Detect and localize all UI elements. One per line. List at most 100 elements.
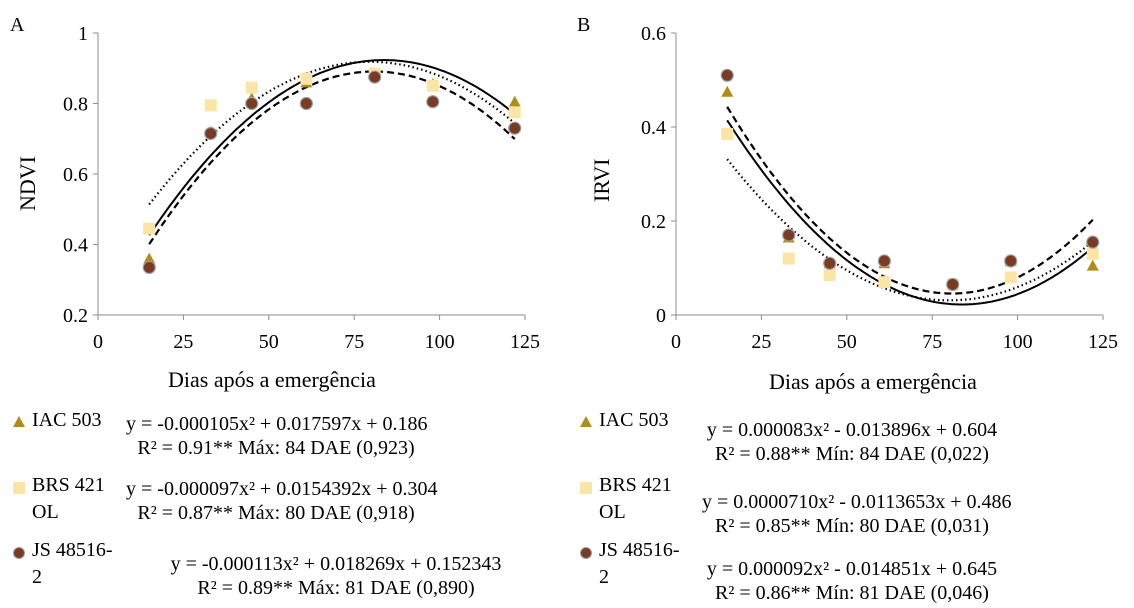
fit-curve-triangle (726, 119, 1094, 306)
data-point-circle (823, 256, 837, 270)
legend-row-iac-503: IAC 503 y = -0.000105x² + 0.017597x + 0.… (0, 409, 567, 470)
square-marker-icon (13, 482, 25, 494)
data-point-square (823, 269, 836, 282)
y-axis-title: NDVI (15, 156, 40, 211)
legend-row-brs-421-ol: BRS 421 OL y = 0.0000710x² - 0.0113653x … (567, 472, 1134, 537)
legend-series-name: IAC 503 (32, 409, 102, 431)
data-point-circle (368, 70, 382, 84)
x-tick-label: 125 (510, 331, 540, 353)
data-point-circle (1086, 235, 1100, 249)
x-tick-label: 25 (751, 331, 771, 353)
y-tick-label: 0.4 (641, 117, 666, 139)
legend-series-name: JS 48516- 2 (599, 537, 691, 591)
x-tick-label: 50 (837, 331, 857, 353)
equation-stats: R² = 0.85** Mín: 80 DAE (0,031) (715, 515, 989, 537)
triangle-marker-icon (580, 416, 592, 427)
legend-name-line: JS 48516- (32, 539, 113, 561)
x-tick-label: 0 (671, 331, 681, 353)
x-tick-label: 0 (93, 331, 103, 353)
data-point-triangle (1086, 259, 1099, 271)
fit-curve-triangle (148, 59, 516, 236)
data-point-circle (245, 96, 259, 111)
equation-stats: R² = 0.91** Máx: 84 DAE (0,923) (137, 437, 415, 459)
data-point-square (782, 252, 795, 265)
triangle-marker-icon (13, 416, 25, 427)
data-point-circle (782, 228, 796, 242)
fit-curve-square (148, 60, 516, 206)
equation-stats: R² = 0.89** Máx: 81 DAE (0,890) (197, 577, 475, 599)
y-tick-label: 0.6 (641, 23, 666, 45)
legend-name-line: 2 (32, 566, 42, 588)
panel-label: A (10, 14, 25, 36)
data-point-circle (946, 277, 960, 292)
legend-name-line: OL (599, 501, 626, 523)
fit-equation: y = -0.000105x² + 0.017597x + 0.186 R² =… (126, 412, 428, 460)
equation-line: y = 0.000092x² - 0.014851x + 0.645 (706, 558, 998, 580)
legend-row-js-48516-2: JS 48516- 2 y = -0.000113x² + 0.018269x … (0, 537, 567, 600)
circle-marker-icon (580, 547, 592, 559)
fit-curve-square (726, 158, 1094, 302)
legend-series-name: BRS 421 OL (599, 472, 691, 526)
equation-line: y = 0.0000710x² - 0.0113653x + 0.486 (702, 491, 1012, 513)
equation-line: y = -0.000105x² + 0.017597x + 0.186 (126, 413, 428, 435)
equation-stats: R² = 0.87** Máx: 80 DAE (0,918) (137, 502, 415, 524)
chart-panel-b: B 0 0.2 0.4 0.6 0 25 50 75 100 125 Dias após a eme… (567, 0, 1134, 608)
data-point-circle (720, 68, 734, 82)
fit-equation: y = 0.0000710x² - 0.0113653x + 0.486 R² … (702, 490, 1012, 538)
y-tick-label: 0.6 (63, 164, 88, 186)
data-point-square (204, 99, 217, 112)
data-point-triangle (508, 95, 521, 107)
x-tick-label: 100 (425, 331, 455, 353)
y-tick-label: 0.8 (63, 94, 88, 116)
data-point-square (143, 222, 156, 235)
data-point-square (1086, 247, 1099, 260)
data-point-circle (1004, 254, 1018, 268)
equation-legend: IAC 503 y = -0.000105x² + 0.017597x + 0.… (0, 409, 567, 608)
x-tick-label: 50 (259, 331, 279, 353)
fit-equation: y = -0.000113x² + 0.018269x + 0.152343 R… (126, 552, 546, 600)
data-point-square (878, 276, 891, 289)
equation-line: y = -0.000097x² + 0.0154392x + 0.304 (126, 478, 438, 500)
equation-stats: R² = 0.86** Mín: 81 DAE (0,046) (715, 582, 989, 604)
legend-series-name: BRS 421 OL (32, 472, 124, 526)
fit-equation: y = 0.000092x² - 0.014851x + 0.645 R² = … (702, 557, 1002, 605)
x-tick-label: 75 (344, 331, 364, 353)
data-point-square (426, 79, 439, 92)
data-point-square (1004, 271, 1017, 284)
data-point-circle (426, 95, 440, 109)
equation-line: y = -0.000113x² + 0.018269x + 0.152343 (170, 553, 502, 575)
legend-name-line: OL (32, 501, 59, 523)
data-point-circle (877, 254, 891, 268)
legend-row-brs-421-ol: BRS 421 OL y = -0.000097x² + 0.0154392x … (0, 472, 567, 532)
panel-label: B (577, 14, 590, 36)
data-point-triangle (143, 252, 156, 264)
legend-name-line: 2 (599, 566, 609, 588)
x-tick-label: 125 (1088, 331, 1118, 353)
equation-line: y = 0.000083x² - 0.013896x + 0.604 (706, 419, 998, 441)
data-point-circle (142, 260, 156, 275)
fit-curve-circle (726, 106, 1094, 295)
legend-series-name: JS 48516- 2 (32, 537, 124, 591)
fit-equation: y = -0.000097x² + 0.0154392x + 0.304 R² … (126, 477, 438, 525)
y-tick-label: 0.4 (63, 235, 88, 257)
y-tick-label: 0.2 (63, 305, 88, 327)
data-point-circle (204, 126, 218, 141)
data-point-circle (299, 96, 313, 111)
equation-legend: IAC 503 y = 0.000083x² - 0.013896x + 0.6… (567, 409, 1134, 608)
circle-marker-icon (13, 547, 25, 559)
fit-equation: y = 0.000083x² - 0.013896x + 0.604 R² = … (702, 418, 1002, 466)
legend-row-js-48516-2: JS 48516- 2 y = 0.000092x² - 0.014851x +… (567, 537, 1134, 604)
x-axis-title: Dias após a emergência (168, 367, 376, 392)
y-tick-label: 0.2 (641, 211, 666, 233)
data-point-square (245, 81, 258, 94)
equation-stats: R² = 0.88** Mín: 84 DAE (0,022) (715, 443, 989, 465)
x-tick-label: 25 (173, 331, 193, 353)
data-point-square (508, 106, 521, 119)
data-point-triangle (721, 85, 734, 97)
data-point-circle (508, 121, 522, 135)
legend-row-iac-503: IAC 503 y = 0.000083x² - 0.013896x + 0.6… (567, 409, 1134, 470)
data-point-square (300, 72, 313, 85)
y-axis-title: IRVI (589, 158, 614, 202)
x-axis-title: Dias após a emergência (769, 369, 977, 394)
